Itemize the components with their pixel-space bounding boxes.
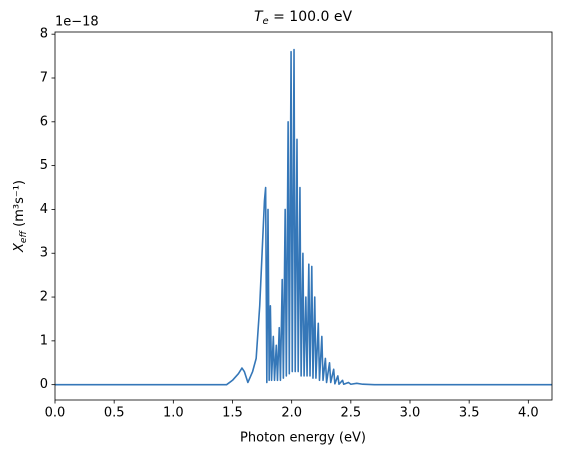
y-offset-label: 1e−18: [55, 15, 99, 30]
ylabel-subscript: eff: [19, 230, 29, 244]
ylabel-symbol: X: [12, 242, 27, 253]
y-tick-label: 7: [40, 71, 48, 86]
x-tick-label: 0.5: [104, 406, 125, 421]
y-tick-label: 1: [40, 333, 48, 348]
x-tick-label: 3.5: [459, 406, 480, 421]
ylabel-unit: (m³s⁻¹): [12, 180, 27, 231]
y-tick-label: 8: [40, 27, 48, 42]
chart-title: Te = 100.0 eV: [254, 9, 352, 27]
y-tick-label: 5: [40, 158, 48, 173]
x-tick-label: 1.0: [163, 406, 184, 421]
y-tick-label: 2: [40, 290, 48, 305]
data-line: [55, 48, 552, 386]
plot-frame: [54, 31, 553, 401]
x-tick-label: 3.0: [400, 406, 421, 421]
y-tick-label: 6: [40, 114, 48, 129]
x-tick-label: 1.5: [222, 406, 243, 421]
x-axis-label: Photon energy (eV): [240, 431, 366, 446]
title-rest: = 100.0 eV: [269, 9, 353, 25]
x-tick-label: 2.0: [281, 406, 302, 421]
y-axis-label: Xeff (m³s⁻¹): [12, 180, 29, 253]
title-symbol: T: [254, 9, 264, 25]
y-tick-label: 0: [40, 377, 48, 392]
title-subscript: e: [263, 16, 269, 27]
y-tick-label: 4: [40, 202, 48, 217]
x-tick-label: 2.5: [340, 406, 361, 421]
x-tick-label: 4.0: [518, 406, 539, 421]
y-tick-label: 3: [40, 246, 48, 261]
x-tick-label: 0.0: [45, 406, 66, 421]
